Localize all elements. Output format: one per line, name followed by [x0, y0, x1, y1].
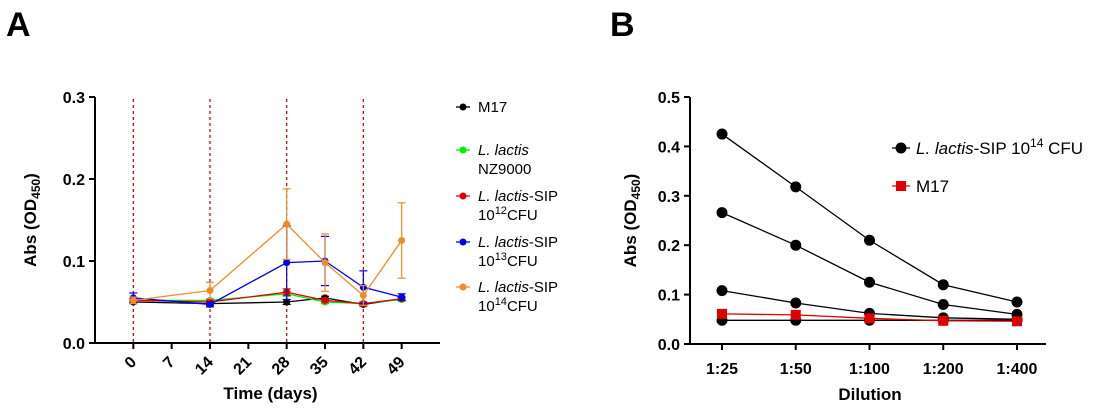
y-tick-label-a: 0.1: [63, 254, 85, 271]
series-line-b: [721, 212, 1018, 316]
y-tick-label-b: 0.3: [658, 189, 680, 206]
data-point-b: [716, 128, 728, 140]
data-point-a: [283, 298, 291, 306]
data-point-b: [790, 239, 802, 251]
x-axis-title-b: Dilution: [838, 385, 901, 404]
data-point-b: [790, 297, 802, 309]
y-tick-label-a: 0.0: [63, 336, 85, 353]
legend-label-a: M17: [478, 99, 507, 116]
data-point-b: [937, 298, 949, 310]
legend-swatch-marker-b: [896, 181, 906, 191]
x-tick-label-a: 28: [269, 354, 294, 379]
data-point-b: [864, 276, 875, 288]
y-tick-label-b: 0.5: [658, 90, 680, 107]
x-tick-label-b: 1:50: [780, 361, 812, 378]
series-line-a: [133, 291, 402, 305]
data-point-a: [398, 293, 406, 301]
legend-label-a: L. lactis-SIP: [478, 279, 558, 296]
legend-label-line2-a: 1013CFU: [478, 251, 538, 270]
data-point-b: [716, 285, 728, 297]
legend-swatch-marker-a: [459, 283, 467, 291]
legend-swatch-marker-a: [459, 238, 467, 246]
data-point-b: [790, 181, 802, 193]
data-point-b: [1011, 296, 1023, 308]
legend-swatch-marker-a: [459, 146, 467, 154]
data-point-b: [790, 309, 801, 320]
x-tick-label-a: 49: [384, 354, 409, 379]
y-axis-title-b: Abs (OD450): [621, 174, 643, 268]
legend-label-b: L. lactis-SIP 1014 CFU: [916, 136, 1083, 158]
panel-b-letter: B: [610, 6, 635, 44]
data-point-a: [206, 287, 214, 295]
y-tick-label-b: 0.2: [658, 238, 680, 255]
data-point-a: [398, 237, 406, 244]
legend-label-a: L. lactis: [478, 142, 529, 159]
data-point-a: [283, 220, 291, 228]
legend-label-line2-a: 1014CFU: [478, 296, 538, 315]
series-line-a: [133, 260, 402, 306]
x-tick-label-b: 1:400: [997, 361, 1038, 378]
x-tick-label-b: 1:100: [849, 361, 890, 378]
legend-label-a: L. lactis-SIP: [478, 188, 558, 205]
x-tick-label-a: 35: [307, 354, 332, 379]
series-line-a: [133, 223, 403, 302]
data-point-b: [716, 207, 728, 219]
x-tick-label-a: 42: [346, 354, 371, 379]
data-point-b: [864, 234, 875, 246]
data-point-a: [321, 296, 329, 304]
y-tick-label-a: 0.3: [63, 90, 85, 107]
legend-label-line2-a: NZ9000: [478, 161, 531, 178]
legend-label-a: L. lactis-SIP: [478, 234, 558, 251]
y-tick-label-b: 0.4: [658, 139, 680, 156]
data-point-b: [937, 279, 949, 291]
data-point-a: [359, 291, 367, 299]
data-point-a: [129, 296, 137, 304]
data-point-b: [938, 315, 949, 326]
data-point-b: [717, 308, 727, 319]
y-axis-title-a: Abs (OD450): [21, 173, 43, 267]
legend-swatch-marker-a: [459, 103, 467, 111]
x-tick-label-a: 14: [192, 354, 217, 379]
legend-label-line2-a: 1012CFU: [478, 205, 538, 224]
chart-b: 0.0 0.1 0.2 0.3 0.4 0.5 1:25 1:50 1:100 1:200 1:40…: [621, 90, 1083, 404]
x-tick-label-b: 1:200: [923, 361, 964, 378]
legend-label-b: M17: [916, 177, 949, 196]
legend-swatch-marker-a: [459, 192, 467, 200]
chart-a: 0.0 0.1 0.2 0.3 0 7 14 21 28 35 42 49 Time (days) Abs…: [21, 90, 558, 403]
x-tick-label-a: 7: [160, 354, 178, 372]
x-axis-title-a: Time (days): [223, 384, 317, 403]
data-point-a: [283, 259, 291, 267]
data-point-a: [321, 259, 329, 267]
panel-a-letter: A: [6, 6, 31, 44]
data-point-b: [864, 313, 875, 324]
data-point-b: [1012, 316, 1022, 327]
x-tick-label-a: 0: [122, 354, 140, 372]
y-tick-label-b: 0.1: [658, 288, 680, 305]
data-point-a: [206, 300, 214, 308]
x-tick-label-a: 21: [231, 354, 256, 379]
x-tick-label-b: 1:25: [706, 361, 738, 378]
y-tick-label-b: 0.0: [658, 337, 680, 354]
y-tick-label-a: 0.2: [63, 172, 85, 189]
legend-swatch-marker-b: [895, 142, 907, 154]
